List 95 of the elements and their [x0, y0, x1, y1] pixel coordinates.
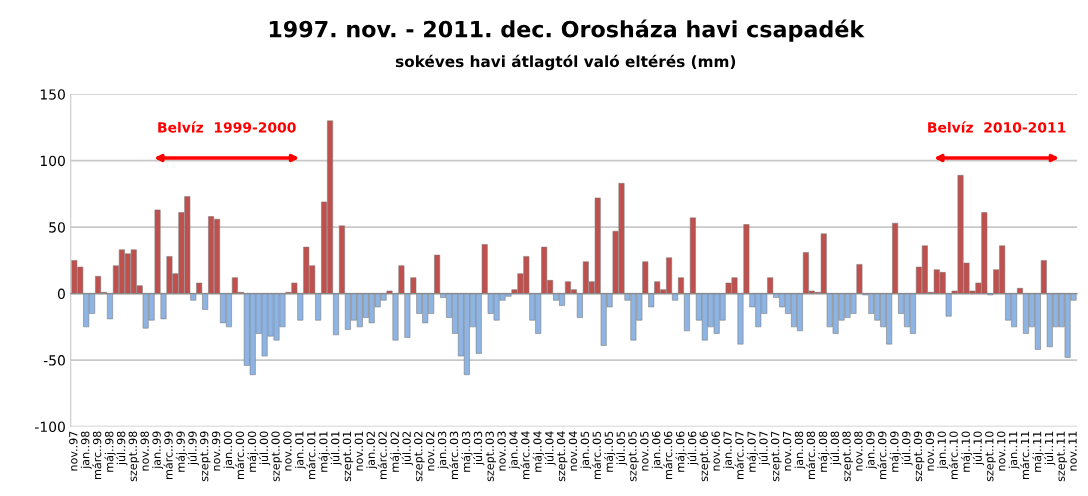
- y-tick-label: 50: [49, 222, 65, 233]
- x-tick-label: nov..02: [425, 431, 435, 471]
- x-tick-label: júl..99: [187, 431, 199, 466]
- x-tick-label: júl..06: [687, 431, 699, 466]
- x-tick-label: jan..99: [152, 431, 163, 470]
- x-tick-label: szept..00: [271, 431, 282, 482]
- x-tick-label: júl..09: [901, 431, 913, 466]
- x-tick-label: szept..09: [913, 431, 925, 482]
- x-tick-label: márc..07: [734, 431, 744, 479]
- y-tick-label: -100: [35, 421, 65, 433]
- x-tick-label: nov..06: [711, 431, 720, 471]
- x-tick-label: márc..02: [377, 431, 387, 479]
- x-tick-label: jan..98: [80, 431, 92, 470]
- x-tick-label: szept..98: [128, 431, 140, 482]
- x-tick-label: márc..01: [306, 431, 316, 479]
- x-tick-label: szept..01: [342, 431, 354, 482]
- annotation: Belvíz 1999-2000: [158, 121, 296, 133]
- x-tick-label: nov..04: [568, 431, 578, 471]
- x-tick-label: júl..98: [116, 431, 128, 466]
- x-tick-label: jan..04: [509, 431, 520, 470]
- x-tick-label: márc..98: [92, 431, 102, 479]
- x-tick-label: nov..97: [69, 431, 78, 471]
- x-tick-label: nov..05: [640, 431, 649, 471]
- x-tick-label: szept..10: [985, 431, 996, 482]
- x-tick-label: szept..06: [699, 431, 711, 482]
- x-tick-label: márc..10: [948, 431, 958, 479]
- x-tick-label: jan..03: [437, 431, 449, 470]
- x-tick-label: máj..99: [175, 431, 187, 472]
- x-tick-label: szept..04: [556, 431, 568, 482]
- x-tick-label: márc..05: [591, 431, 601, 479]
- x-tick-label: máj..98: [104, 431, 116, 472]
- x-tick-label: júl..11: [1044, 431, 1056, 466]
- x-tick-label: máj..07: [746, 431, 758, 472]
- x-tick-label: máj..09: [889, 431, 901, 472]
- chart-title: 1997. nov. - 2011. dec. Orosháza havi csapadék: [269, 19, 865, 42]
- x-tick-label: júl..03: [473, 431, 485, 466]
- x-tick-label: szept..99: [199, 431, 211, 482]
- x-tick-label: jan..06: [651, 431, 663, 470]
- x-tick-label: márc..99: [163, 431, 173, 479]
- x-tick-label: máj..08: [818, 431, 830, 472]
- x-tick-label: nov..00: [283, 431, 292, 471]
- x-tick-label: nov..09: [925, 431, 935, 471]
- x-tick-label: júl..01: [330, 431, 342, 466]
- x-tick-label: júl..04: [544, 431, 556, 466]
- x-tick-label: szept..11: [1056, 431, 1068, 482]
- x-tick-label: szept..05: [628, 431, 639, 482]
- x-tick-label: máj..10: [960, 431, 973, 472]
- x-tick-label: márc..04: [520, 431, 530, 479]
- x-tick-label: máj..03: [461, 431, 473, 472]
- x-tick-label: máj..01: [318, 431, 330, 472]
- x-tick-label: máj..11: [1032, 431, 1044, 472]
- x-tick-label: jan..07: [723, 431, 734, 470]
- x-tick-label: szept..03: [485, 431, 497, 482]
- x-tick-label: máj..05: [604, 431, 616, 472]
- x-tick-label: nov..07: [782, 431, 792, 471]
- y-tick-label: 0: [57, 288, 65, 300]
- x-tick-label: márc..09: [877, 431, 887, 479]
- x-tick-label: júl..00: [259, 431, 271, 466]
- x-tick-label: máj..06: [675, 431, 687, 472]
- x-tick-label: szept..08: [842, 431, 853, 482]
- x-tick-label: júl..10: [972, 431, 984, 466]
- x-tick-label: nov..01: [354, 431, 364, 471]
- x-tick-label: szept..02: [414, 431, 425, 482]
- y-tick-label: 100: [40, 155, 65, 167]
- x-tick-label: márc..00: [235, 431, 245, 479]
- x-tick-label: jan..11: [1008, 431, 1020, 470]
- x-tick-label: márc..08: [806, 431, 816, 479]
- x-tick-label: nov..08: [854, 431, 863, 471]
- x-tick-label: nov..03: [497, 431, 506, 471]
- x-tick-label: szept..07: [770, 431, 782, 482]
- x-tick-label: jan..00: [223, 431, 235, 470]
- x-tick-label: jan..01: [294, 431, 306, 470]
- x-tick-label: júl..02: [401, 431, 413, 466]
- x-tick-label: máj..00: [247, 431, 259, 472]
- chart-subtitle: sokéves havi átlagtól való eltérés (mm): [395, 54, 736, 71]
- x-tick-label: máj..02: [389, 431, 402, 472]
- x-tick-label: nov..10: [996, 431, 1006, 471]
- x-tick-label: jan..09: [865, 431, 877, 470]
- y-tick-label: -50: [43, 355, 65, 366]
- x-tick-label: jan..10: [937, 431, 949, 470]
- x-tick-label: jan..02: [366, 431, 378, 470]
- x-tick-label: jan..08: [794, 431, 806, 470]
- x-tick-label: máj..04: [532, 431, 544, 472]
- x-tick-label: júl..08: [830, 431, 842, 466]
- y-tick-label: 150: [40, 89, 65, 100]
- x-tick-label: márc..11: [1020, 431, 1030, 479]
- x-tick-label: márc..03: [449, 431, 459, 479]
- x-tick-label: nov..98: [140, 431, 149, 471]
- x-tick-label: júl..07: [758, 431, 770, 466]
- x-tick-label: márc..06: [663, 431, 673, 479]
- annotation: Belvíz 2010-2011: [928, 121, 1066, 133]
- x-tick-label: júl..05: [615, 431, 628, 466]
- x-tick-label: nov..99: [211, 431, 221, 471]
- x-tick-label: nov..11: [1068, 431, 1077, 471]
- x-tick-label: jan..05: [580, 431, 592, 470]
